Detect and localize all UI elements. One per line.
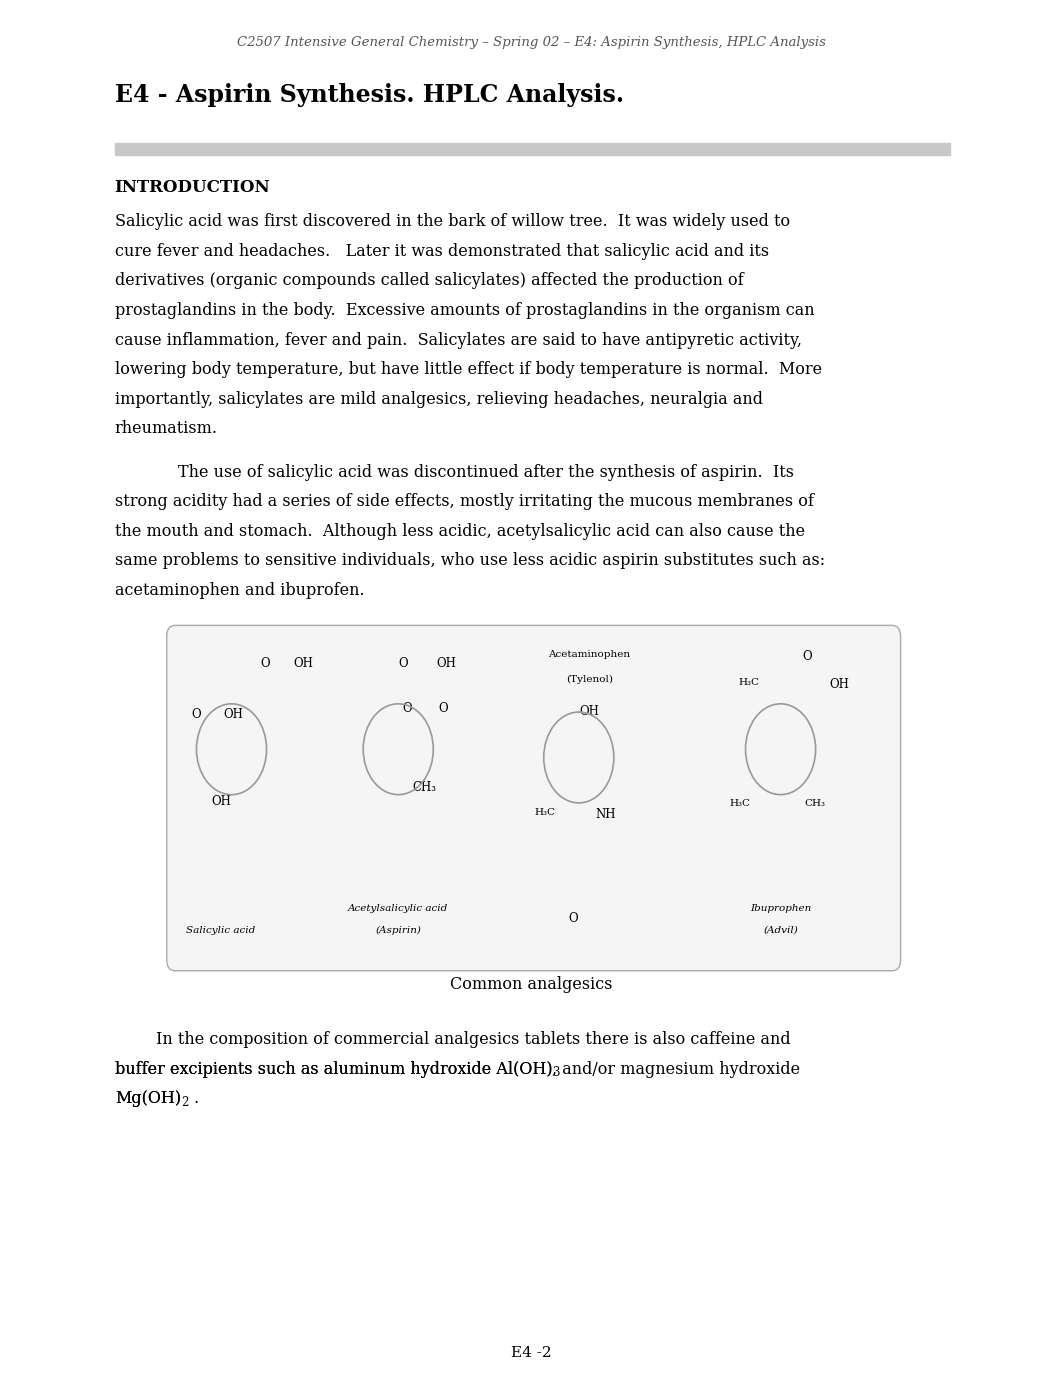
Text: H₃C: H₃C [534,808,555,817]
Text: E4 - Aspirin Synthesis. HPLC Analysis.: E4 - Aspirin Synthesis. HPLC Analysis. [115,83,623,106]
Text: the mouth and stomach.  Although less acidic, acetylsalicylic acid can also caus: the mouth and stomach. Although less aci… [115,523,805,539]
Text: .: . [193,1090,199,1108]
Text: 2: 2 [181,1095,188,1109]
Text: CH₃: CH₃ [413,780,436,794]
Text: OH: OH [436,656,456,670]
Text: E4 -2: E4 -2 [511,1346,551,1359]
Text: O: O [802,649,812,663]
Text: Salicylic acid was first discovered in the bark of willow tree.  It was widely u: Salicylic acid was first discovered in t… [115,213,790,230]
Text: OH: OH [211,794,230,808]
Text: The use of salicylic acid was discontinued after the synthesis of aspirin.  Its: The use of salicylic acid was discontinu… [178,464,794,480]
Text: O: O [401,702,412,716]
Text: same problems to sensitive individuals, who use less acidic aspirin substitutes : same problems to sensitive individuals, … [115,552,825,570]
Text: prostaglandins in the body.  Excessive amounts of prostaglandins in the organism: prostaglandins in the body. Excessive am… [115,303,815,319]
Bar [115,143,950,155]
Text: rheumatism.: rheumatism. [115,421,218,438]
Text: Salicylic acid: Salicylic acid [186,926,256,934]
Text: , and/or magnesium hydroxide: , and/or magnesium hydroxide [552,1061,801,1077]
Text: (Aspirin): (Aspirin) [375,926,422,934]
Text: CH₃: CH₃ [804,798,825,808]
Text: H₃C: H₃C [738,677,759,687]
Text: (Tylenol): (Tylenol) [566,674,613,684]
Text: In the composition of commercial analgesics tablets there is also caffeine and: In the composition of commercial analges… [115,1031,790,1049]
Text: lowering body temperature, but have little effect if body temperature is normal.: lowering body temperature, but have litt… [115,361,822,378]
Text: buffer excipients such as aluminum hydroxide Al(OH): buffer excipients such as aluminum hydro… [115,1061,552,1077]
Text: OH: OH [829,677,849,691]
Text: O: O [568,912,579,925]
Text: INTRODUCTION: INTRODUCTION [115,179,271,195]
Text: O: O [398,656,409,670]
Text: Ibuprophen: Ibuprophen [750,904,811,912]
Text: OH: OH [580,705,599,718]
Text: importantly, salicylates are mild analgesics, relieving headaches, neuralgia and: importantly, salicylates are mild analge… [115,391,763,407]
Text: OH: OH [294,656,313,670]
Text: 3: 3 [552,1066,560,1079]
FancyBboxPatch shape [167,625,901,970]
Text: Mg(OH): Mg(OH) [115,1090,181,1108]
Text: cause inflammation, fever and pain.  Salicylates are said to have antipyretic ac: cause inflammation, fever and pain. Sali… [115,332,802,348]
Text: Acetylsalicylic acid: Acetylsalicylic acid [348,904,448,912]
Text: O: O [191,707,201,721]
Text: H₃C: H₃C [730,798,751,808]
Text: acetaminophen and ibuprofen.: acetaminophen and ibuprofen. [115,582,364,599]
Text: buffer excipients such as aluminum hydroxide Al(OH): buffer excipients such as aluminum hydro… [115,1061,552,1077]
Text: strong acidity had a series of side effects, mostly irritating the mucous membra: strong acidity had a series of side effe… [115,493,813,510]
Text: OH: OH [223,707,243,721]
Text: Acetaminophen: Acetaminophen [548,649,631,659]
Text: O: O [438,702,448,716]
Text: Common analgesics: Common analgesics [449,976,613,993]
Text: cure fever and headaches.   Later it was demonstrated that salicylic acid and it: cure fever and headaches. Later it was d… [115,242,769,260]
Text: O: O [260,656,271,670]
Text: NH: NH [595,808,616,821]
Text: Mg(OH): Mg(OH) [115,1090,181,1108]
Text: C2507 Intensive General Chemistry – Spring 02 – E4: Aspirin Synthesis, HPLC Anal: C2507 Intensive General Chemistry – Spri… [237,36,825,48]
Text: (Advil): (Advil) [764,926,798,934]
Text: derivatives (organic compounds called salicylates) affected the production of: derivatives (organic compounds called sa… [115,272,743,289]
